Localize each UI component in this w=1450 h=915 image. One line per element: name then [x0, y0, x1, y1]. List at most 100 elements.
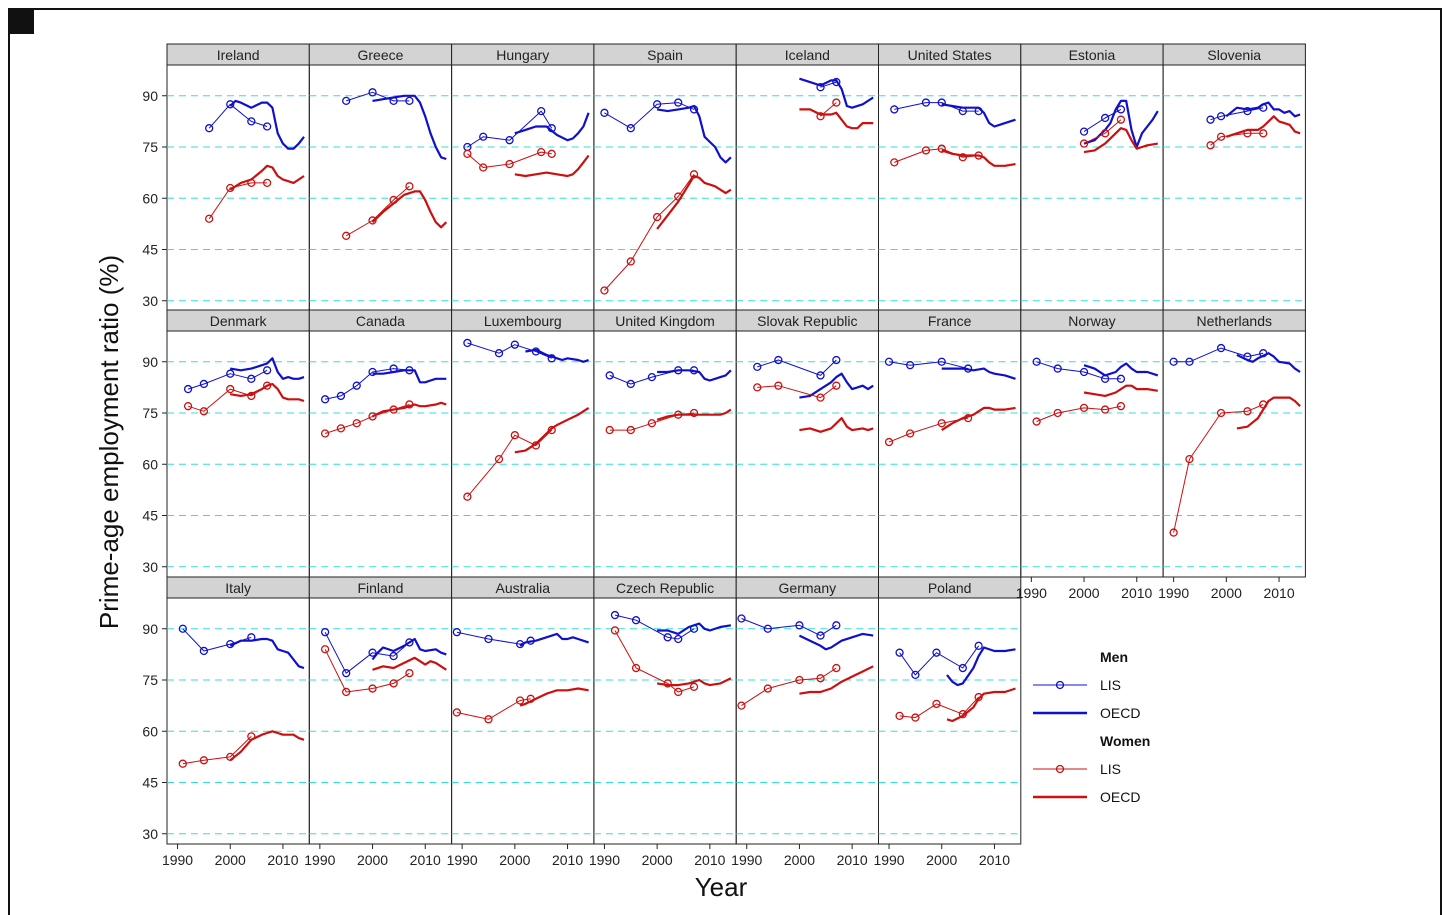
- point-women-lis-ireland-3: [262, 178, 272, 188]
- series-men-oecd-hungary: [514, 112, 590, 142]
- x-tick-label-norway-2010: 2010: [1121, 585, 1152, 601]
- panel-canada: Canada: [308, 309, 453, 578]
- panel-netherlands: Netherlands: [1162, 309, 1306, 578]
- point-women-lis-luxembourg-1: [494, 454, 504, 464]
- point-women-lis-slovenia-3: [1259, 129, 1268, 138]
- point-men-lis-united-kingdom-0: [605, 371, 614, 380]
- series-men-oecd-canada: [372, 369, 447, 384]
- point-women-lis-germany-2: [795, 675, 804, 685]
- point-women-lis-australia-1: [484, 715, 493, 724]
- x-tick-label-norway-1990: 1990: [1016, 585, 1047, 601]
- point-women-lis-united-states-4: [974, 151, 983, 160]
- legend-entry-men-lis: LIS: [1033, 677, 1121, 693]
- point-men-lis-canada-2: [352, 381, 361, 390]
- point-women-lis-estonia-0: [1079, 139, 1089, 148]
- point-women-lis-denmark-3: [247, 391, 256, 401]
- point-men-lis-poland-0: [895, 648, 904, 657]
- series-men-oecd-greece: [372, 94, 447, 161]
- panel-title-canada: Canada: [356, 313, 405, 329]
- point-women-lis-netherlands-2: [1216, 408, 1226, 418]
- point-women-lis-denmark-0: [183, 402, 193, 411]
- series-women-lis-australia: [456, 698, 531, 720]
- x-tick-label-italy-2010: 2010: [267, 852, 298, 868]
- point-men-lis-united-states-3: [958, 106, 967, 116]
- panel-title-ireland: Ireland: [217, 47, 260, 63]
- series-men-lis-czech-republic: [614, 614, 695, 640]
- point-men-lis-australia-2: [515, 639, 525, 649]
- panel-title-czech-republic: Czech Republic: [616, 580, 714, 596]
- panel-title-denmark: Denmark: [210, 313, 268, 329]
- series-women-lis-germany: [741, 667, 837, 707]
- series-men-oecd-australia: [519, 632, 589, 647]
- point-men-lis-poland-4: [974, 641, 983, 650]
- panel-title-poland: Poland: [928, 580, 972, 596]
- point-women-lis-czech-republic-4: [689, 682, 699, 691]
- point-women-lis-finland-1: [342, 687, 351, 697]
- point-men-lis-italy-0: [178, 624, 187, 633]
- panel-border-netherlands: [1162, 330, 1306, 578]
- figure-border-left: [8, 8, 10, 915]
- series-men-oecd-czech-republic: [657, 622, 732, 635]
- point-men-lis-france-1: [905, 361, 915, 370]
- point-men-lis-netherlands-0: [1169, 357, 1178, 366]
- panel-france: France: [878, 309, 1022, 578]
- point-men-lis-poland-2: [932, 648, 941, 657]
- y-tick-label-0-60: 60: [142, 190, 158, 206]
- x-tick-label-germany-2010: 2010: [837, 852, 868, 868]
- series-men-oecd-united-states: [941, 103, 1016, 128]
- series-men-lis-norway: [1036, 361, 1121, 380]
- point-women-lis-canada-2: [352, 419, 361, 428]
- legend-label-men-lis: LIS: [1100, 677, 1121, 693]
- point-men-lis-finland-2: [368, 648, 377, 657]
- series-men-lis-netherlands: [1173, 347, 1264, 363]
- series-women-lis-united-states: [894, 148, 979, 163]
- point-men-lis-finland-3: [389, 651, 398, 661]
- point-women-lis-denmark-1: [199, 407, 209, 416]
- series-men-lis-australia: [456, 631, 531, 645]
- point-women-lis-united-kingdom-3: [674, 410, 683, 419]
- point-men-lis-hungary-4: [547, 124, 556, 133]
- series-men-oecd-france: [941, 367, 1016, 380]
- point-women-lis-slovenia-2: [1243, 129, 1252, 138]
- x-tick-label-poland-2010: 2010: [979, 852, 1010, 868]
- point-women-lis-slovak-republic-3: [832, 381, 841, 390]
- series-men-lis-united-kingdom: [609, 369, 694, 385]
- series-women-lis-greece: [345, 185, 410, 237]
- y-tick-label-1-60: 60: [142, 456, 158, 472]
- panel-title-australia: Australia: [496, 580, 551, 596]
- series-women-oecd-poland: [946, 687, 1016, 723]
- point-men-lis-germany-0: [737, 614, 746, 623]
- series-women-oecd-denmark: [230, 382, 305, 403]
- point-men-lis-slovenia-0: [1206, 115, 1215, 124]
- panel-title-united-kingdom: United Kingdom: [615, 313, 715, 329]
- legend-label-women-oecd: OECD: [1100, 789, 1140, 805]
- series-men-lis-germany: [741, 618, 837, 637]
- point-men-lis-france-0: [884, 357, 894, 366]
- point-women-lis-poland-2: [932, 699, 941, 709]
- panel-title-spain: Spain: [647, 47, 683, 63]
- figure-border-right: [1440, 8, 1442, 915]
- x-tick-label-italy-1990: 1990: [162, 852, 193, 868]
- point-women-lis-united-kingdom-4: [689, 408, 699, 418]
- point-men-lis-italy-3: [247, 633, 256, 642]
- point-men-lis-slovak-republic-0: [753, 362, 762, 372]
- point-men-lis-ireland-2: [247, 117, 256, 126]
- point-men-lis-italy-2: [226, 639, 235, 649]
- point-men-lis-poland-3: [958, 663, 967, 673]
- panel-united-states: United States: [878, 43, 1022, 312]
- point-women-lis-canada-4: [389, 405, 398, 414]
- series-men-lis-france: [888, 361, 969, 370]
- point-women-lis-ireland-2: [247, 178, 256, 188]
- series-men-lis-finland: [324, 631, 410, 674]
- series-men-lis-poland: [899, 645, 980, 676]
- series-women-lis-italy: [182, 736, 252, 765]
- point-men-lis-united-states-0: [890, 105, 899, 114]
- y-axes-layer: 30 45 60 75 90 30 45 60 75 90 30 45 60 75 90: [142, 88, 167, 842]
- point-men-lis-canada-3: [368, 367, 377, 377]
- point-women-lis-norway-3: [1100, 405, 1110, 414]
- point-women-lis-hungary-4: [547, 149, 556, 158]
- panel-title-netherlands: Netherlands: [1197, 313, 1273, 329]
- point-women-lis-czech-republic-3: [674, 687, 683, 697]
- series-women-oecd-iceland: [799, 108, 874, 130]
